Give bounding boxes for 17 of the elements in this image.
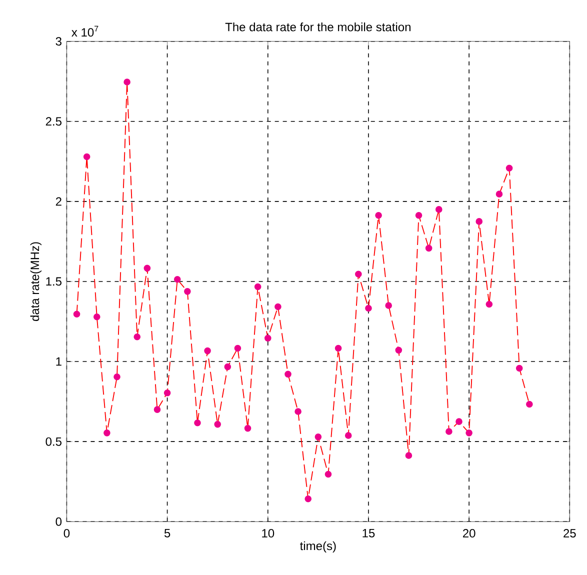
x-tick-label: 15: [362, 529, 375, 538]
x-tick-label: 20: [462, 528, 476, 538]
x-tick-label: 25: [564, 528, 576, 538]
x-tick-label: 10: [262, 528, 274, 538]
y-tick-label: 0: [56, 517, 62, 526]
x-tick-label: 5: [164, 529, 170, 538]
y-axis-title: data rate(MHz): [30, 242, 42, 322]
y-tick-label: 2.5: [46, 117, 62, 126]
chart-title: The data rate for the mobile station: [225, 22, 410, 32]
y-tick-label: 3: [56, 37, 62, 46]
x-tick-label: 0: [64, 528, 70, 538]
text: x 10$^{7}$: [72, 26, 98, 37]
y-tick-label: 1: [56, 357, 62, 366]
y-tick-label: 1.5: [46, 277, 62, 286]
y-tick-label: 0.5: [46, 437, 62, 446]
x-axis-title: time(s): [300, 541, 336, 553]
y-tick-label: 2: [56, 197, 62, 206]
